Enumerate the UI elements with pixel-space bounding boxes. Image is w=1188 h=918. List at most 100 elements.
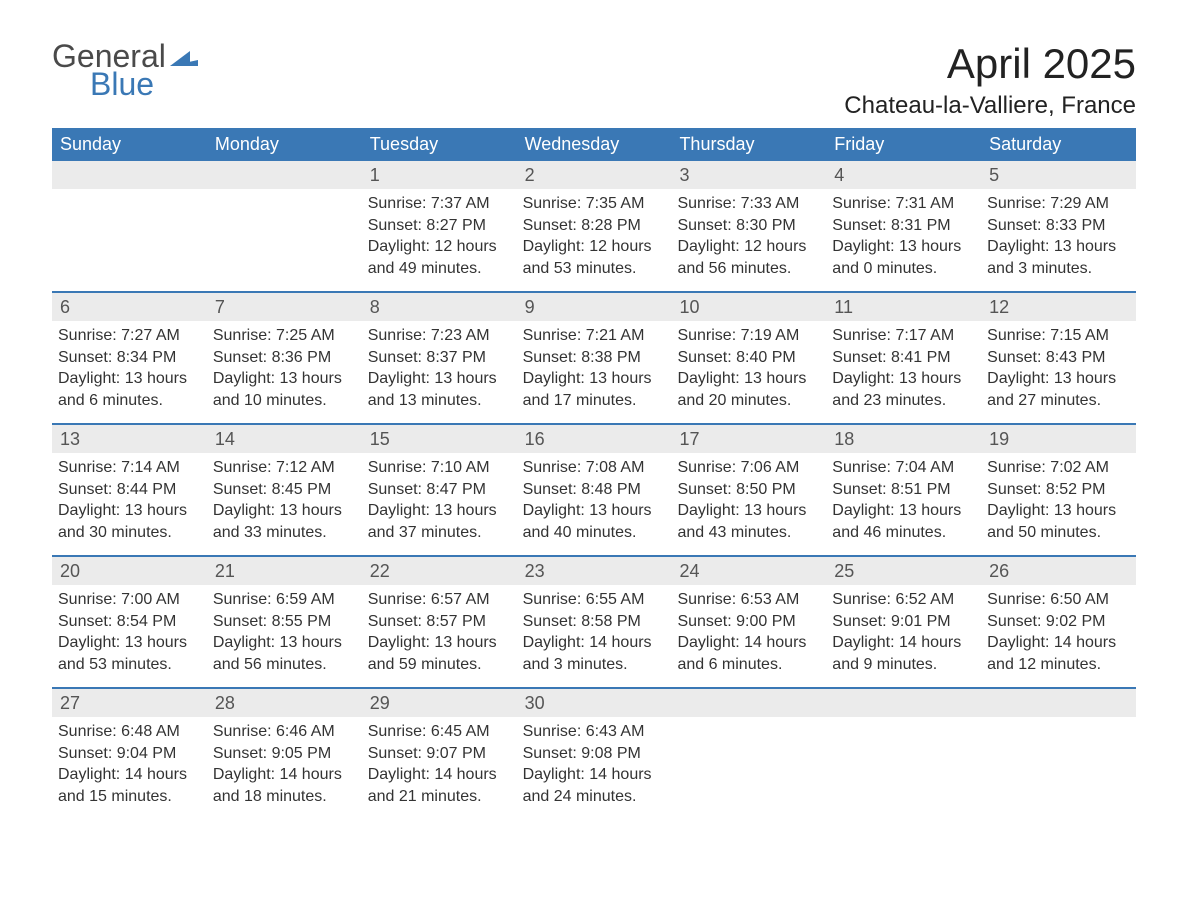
daylight-text-line2: and 6 minutes. (677, 654, 820, 676)
sunrise-text: Sunrise: 7:04 AM (832, 457, 975, 479)
daylight-text-line2: and 3 minutes. (987, 258, 1130, 280)
day-number: 9 (517, 293, 672, 321)
day-number (981, 689, 1136, 717)
calendar-day: 21 Sunrise: 6:59 AMSunset: 8:55 PMDayligh… (207, 557, 362, 687)
daylight-text-line1: Daylight: 13 hours (677, 500, 820, 522)
day-number: 24 (671, 557, 826, 585)
day-number: 25 (826, 557, 981, 585)
sunrise-text: Sunrise: 7:23 AM (368, 325, 511, 347)
sunset-text: Sunset: 8:30 PM (677, 215, 820, 237)
sunset-text: Sunset: 8:47 PM (368, 479, 511, 501)
sunrise-text: Sunrise: 7:14 AM (58, 457, 201, 479)
day-header: Saturday (981, 128, 1136, 161)
daylight-text-line2: and 33 minutes. (213, 522, 356, 544)
day-number: 5 (981, 161, 1136, 189)
daylight-text-line2: and 23 minutes. (832, 390, 975, 412)
day-content: Sunrise: 7:12 AMSunset: 8:45 PMDaylight:… (213, 457, 356, 543)
title-block: April 2025 Chateau-la-Valliere, France (844, 40, 1136, 120)
sunset-text: Sunset: 9:01 PM (832, 611, 975, 633)
daylight-text-line1: Daylight: 12 hours (368, 236, 511, 258)
day-content: Sunrise: 7:17 AMSunset: 8:41 PMDaylight:… (832, 325, 975, 411)
sunrise-text: Sunrise: 6:48 AM (58, 721, 201, 743)
sunset-text: Sunset: 8:37 PM (368, 347, 511, 369)
flag-icon (170, 46, 198, 66)
day-content: Sunrise: 7:19 AMSunset: 8:40 PMDaylight:… (677, 325, 820, 411)
daylight-text-line2: and 24 minutes. (523, 786, 666, 808)
daylight-text-line2: and 20 minutes. (677, 390, 820, 412)
day-header: Wednesday (517, 128, 672, 161)
daylight-text-line1: Daylight: 13 hours (368, 500, 511, 522)
daylight-text-line1: Daylight: 14 hours (677, 632, 820, 654)
day-content: Sunrise: 6:53 AMSunset: 9:00 PMDaylight:… (677, 589, 820, 675)
sunset-text: Sunset: 9:07 PM (368, 743, 511, 765)
day-number (671, 689, 826, 717)
sunset-text: Sunset: 8:38 PM (523, 347, 666, 369)
day-content: Sunrise: 7:27 AMSunset: 8:34 PMDaylight:… (58, 325, 201, 411)
daylight-text-line2: and 15 minutes. (58, 786, 201, 808)
calendar-day: 22Sunrise: 6:57 AMSunset: 8:57 PMDayligh… (362, 557, 517, 687)
day-number: 12 (981, 293, 1136, 321)
sunrise-text: Sunrise: 6:43 AM (523, 721, 666, 743)
day-number: 30 (517, 689, 672, 717)
sunset-text: Sunset: 8:48 PM (523, 479, 666, 501)
day-content: Sunrise: 6:50 AMSunset: 9:02 PMDaylight:… (987, 589, 1130, 675)
sunrise-text: Sunrise: 6:46 AM (213, 721, 356, 743)
daylight-text-line1: Daylight: 12 hours (523, 236, 666, 258)
sunset-text: Sunset: 8:55 PM (213, 611, 356, 633)
daylight-text-line2: and 53 minutes. (58, 654, 201, 676)
daylight-text-line2: and 49 minutes. (368, 258, 511, 280)
day-content: Sunrise: 6:52 AMSunset: 9:01 PMDaylight:… (832, 589, 975, 675)
daylight-text-line1: Daylight: 14 hours (523, 764, 666, 786)
day-number: 15 (362, 425, 517, 453)
sunset-text: Sunset: 8:45 PM (213, 479, 356, 501)
daylight-text-line1: Daylight: 14 hours (58, 764, 201, 786)
calendar-day: 23Sunrise: 6:55 AMSunset: 8:58 PMDayligh… (517, 557, 672, 687)
sunrise-text: Sunrise: 6:59 AM (213, 589, 356, 611)
sunrise-text: Sunrise: 7:06 AM (677, 457, 820, 479)
sunrise-text: Sunrise: 7:35 AM (523, 193, 666, 215)
day-number: 22 (362, 557, 517, 585)
daylight-text-line1: Daylight: 13 hours (677, 368, 820, 390)
daylight-text-line1: Daylight: 13 hours (523, 500, 666, 522)
daylight-text-line1: Daylight: 13 hours (523, 368, 666, 390)
sunrise-text: Sunrise: 7:12 AM (213, 457, 356, 479)
calendar-day (981, 689, 1136, 819)
day-content: Sunrise: 7:08 AMSunset: 8:48 PMDaylight:… (523, 457, 666, 543)
daylight-text-line1: Daylight: 13 hours (213, 632, 356, 654)
calendar-day (207, 161, 362, 291)
day-content: Sunrise: 7:21 AMSunset: 8:38 PMDaylight:… (523, 325, 666, 411)
day-content: Sunrise: 6:48 AMSunset: 9:04 PMDaylight:… (58, 721, 201, 807)
calendar-week: 13Sunrise: 7:14 AMSunset: 8:44 PMDayligh… (52, 423, 1136, 555)
calendar-day: 25 Sunrise: 6:52 AMSunset: 9:01 PMDayligh… (826, 557, 981, 687)
day-content: Sunrise: 6:59 AMSunset: 8:55 PMDaylight:… (213, 589, 356, 675)
day-number: 8 (362, 293, 517, 321)
daylight-text-line2: and 12 minutes. (987, 654, 1130, 676)
sunrise-text: Sunrise: 7:31 AM (832, 193, 975, 215)
calendar-day (671, 689, 826, 819)
day-header: Thursday (671, 128, 826, 161)
daylight-text-line1: Daylight: 13 hours (987, 236, 1130, 258)
day-content: Sunrise: 6:46 AMSunset: 9:05 PMDaylight:… (213, 721, 356, 807)
sunset-text: Sunset: 8:44 PM (58, 479, 201, 501)
sunset-text: Sunset: 8:28 PM (523, 215, 666, 237)
day-number: 14 (207, 425, 362, 453)
day-number: 28 (207, 689, 362, 717)
sunrise-text: Sunrise: 7:10 AM (368, 457, 511, 479)
calendar-week: 20Sunrise: 7:00 AMSunset: 8:54 PMDayligh… (52, 555, 1136, 687)
daylight-text-line2: and 56 minutes. (677, 258, 820, 280)
daylight-text-line1: Daylight: 14 hours (987, 632, 1130, 654)
sunset-text: Sunset: 9:05 PM (213, 743, 356, 765)
calendar-day: 6Sunrise: 7:27 AMSunset: 8:34 PMDaylight… (52, 293, 207, 423)
day-content: Sunrise: 7:06 AMSunset: 8:50 PMDaylight:… (677, 457, 820, 543)
day-number: 29 (362, 689, 517, 717)
day-content: Sunrise: 7:23 AMSunset: 8:37 PMDaylight:… (368, 325, 511, 411)
day-number: 4 (826, 161, 981, 189)
sunrise-text: Sunrise: 7:00 AM (58, 589, 201, 611)
header-area: General Blue April 2025 Chateau-la-Valli… (52, 40, 1136, 120)
day-number: 21 (207, 557, 362, 585)
day-header: Sunday (52, 128, 207, 161)
sunrise-text: Sunrise: 6:53 AM (677, 589, 820, 611)
sunset-text: Sunset: 8:54 PM (58, 611, 201, 633)
sunrise-text: Sunrise: 6:57 AM (368, 589, 511, 611)
day-number: 1 (362, 161, 517, 189)
